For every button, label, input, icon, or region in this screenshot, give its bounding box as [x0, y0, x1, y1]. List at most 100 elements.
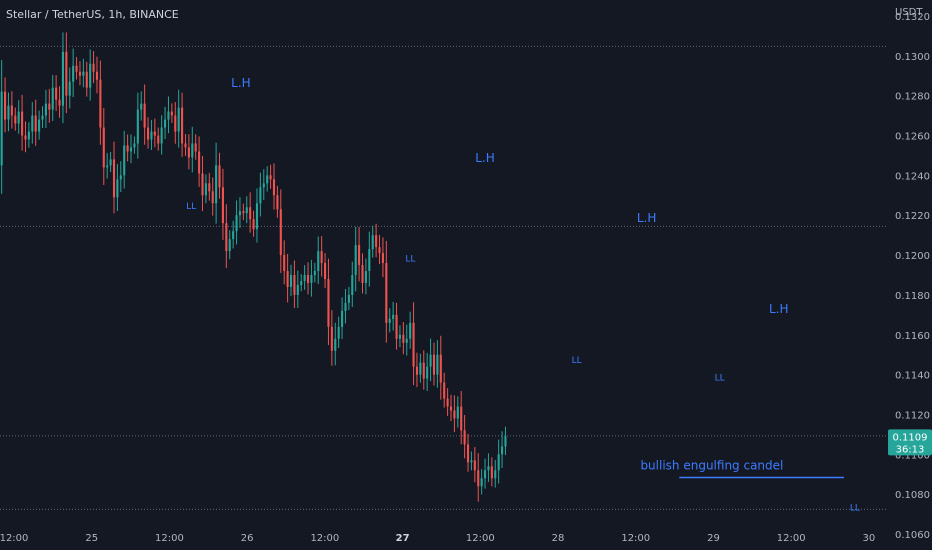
candle [313, 262, 316, 283]
candle-body-down [381, 253, 384, 264]
candle [347, 286, 350, 311]
candle-body-down [65, 51, 68, 96]
candle-body-down [320, 251, 323, 264]
candle [92, 51, 95, 84]
candle [72, 48, 75, 98]
candle-body-down [187, 147, 190, 158]
candle-body-down [198, 151, 201, 174]
candle [415, 352, 419, 388]
candle-body-down [181, 107, 184, 144]
candle [412, 302, 415, 386]
y-tick-label: 0.1260 [895, 132, 930, 143]
candle [443, 372, 446, 408]
candle [344, 288, 347, 324]
candle-body-up [7, 105, 10, 120]
candle-body-down [422, 362, 425, 379]
candle [48, 88, 51, 123]
y-tick-label: 0.1080 [895, 490, 930, 501]
candle [446, 388, 449, 416]
candle [283, 240, 286, 285]
candle [327, 258, 330, 346]
candle [460, 390, 463, 445]
candle-body-up [41, 115, 44, 120]
candle-body-up [388, 318, 391, 323]
lower-low-label: LL [715, 373, 725, 383]
candle-body-down [221, 187, 224, 224]
candle [65, 32, 68, 114]
candle-body-down [293, 275, 296, 295]
candle-body-up [436, 354, 439, 375]
candle [0, 60, 3, 194]
candle-body-up [501, 446, 504, 455]
candle [463, 414, 466, 459]
candle-body-down [385, 263, 388, 323]
candle-body-up [235, 215, 238, 232]
x-tick-label: 12:00 [0, 533, 28, 544]
candle-body-up [150, 131, 153, 140]
candle-body-up [61, 51, 64, 106]
candle [245, 196, 248, 224]
candle-body-down [102, 127, 105, 168]
candle [31, 102, 34, 144]
candle [490, 457, 493, 487]
candle [242, 203, 245, 221]
candle [439, 335, 442, 400]
candle-body-up [0, 91, 3, 166]
last-price-badge-background [888, 429, 932, 456]
candle [262, 169, 265, 201]
lower-low-label: LL [572, 356, 582, 366]
candle-body-up [68, 81, 71, 96]
candle-body-down [443, 382, 446, 399]
candle [276, 185, 279, 218]
y-tick-label: 0.1220 [895, 211, 930, 222]
candle [449, 394, 453, 422]
candle [55, 75, 58, 111]
candle-body-down [85, 71, 88, 88]
candle [351, 261, 354, 307]
candle-body-up [494, 470, 497, 479]
candle-body-down [14, 115, 17, 124]
candle-body-down [126, 145, 129, 152]
lower-high-label: L.H [231, 76, 251, 90]
candle [126, 134, 129, 162]
candle [211, 177, 214, 216]
candle-body-down [473, 460, 476, 471]
candle-body-down [269, 175, 272, 180]
candle-body-down [211, 191, 214, 204]
last-price-badge: 0.1109 36:13 [888, 429, 932, 456]
candle-body-up [82, 71, 85, 76]
candle-body-up [347, 294, 350, 303]
candle-body-up [354, 245, 357, 275]
candle-body-up [341, 310, 344, 327]
candle [323, 253, 327, 288]
candle [432, 342, 436, 386]
candle [24, 121, 27, 153]
candle [422, 350, 425, 390]
candle [371, 225, 374, 258]
candle-body-down [143, 103, 146, 128]
candle-body-down [466, 444, 470, 463]
last-price-value: 0.1109 [893, 432, 928, 443]
candle [364, 258, 367, 295]
candle [470, 451, 473, 471]
candle [504, 426, 507, 456]
candle [140, 91, 143, 121]
x-tick-label: 26 [241, 533, 254, 544]
candle [255, 188, 259, 243]
candle [177, 89, 180, 148]
candle [14, 107, 17, 131]
candle [129, 134, 133, 164]
candle [143, 84, 146, 145]
candle [419, 353, 422, 383]
lower-high-label: L.H [475, 151, 495, 165]
y-axis: 0.1060 0.1080 0.1100 0.1120 0.1140 0.1160 0.11… [895, 12, 930, 541]
candle-body-up [228, 239, 231, 252]
candle [38, 110, 41, 140]
candle-body-down [95, 71, 99, 80]
candle-body-down [112, 159, 116, 198]
candle-body-up [204, 183, 207, 196]
candle-body-up [398, 334, 401, 339]
candle [266, 166, 269, 192]
candle-body-up [51, 87, 54, 110]
